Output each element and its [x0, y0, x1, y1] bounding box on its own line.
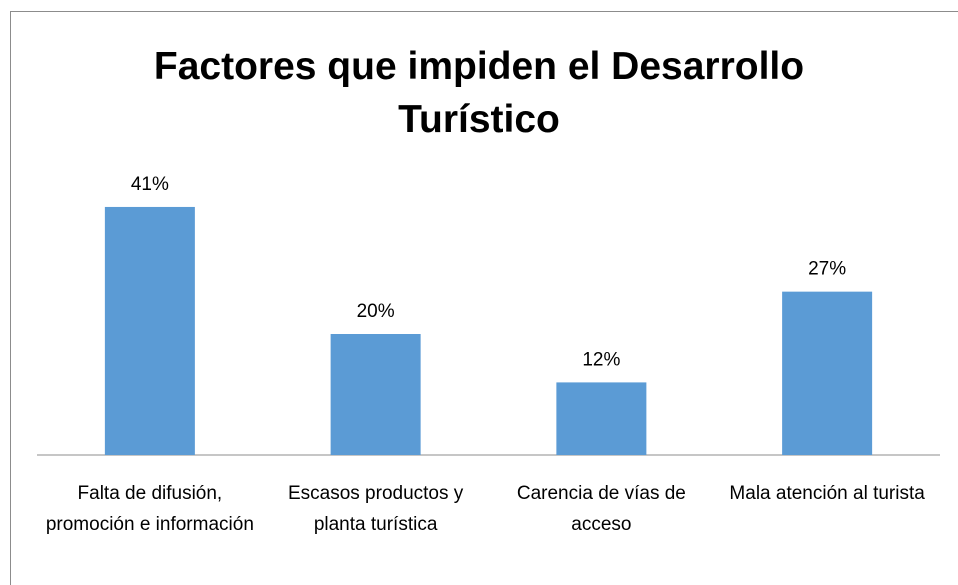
bar [782, 291, 873, 455]
x-tick-label: Falta de difusión, promoción e informaci… [45, 483, 254, 535]
data-label: 20% [357, 301, 395, 322]
bar [556, 382, 647, 455]
data-label: 41% [131, 174, 169, 195]
data-label: 12% [582, 349, 620, 370]
x-tick-label: Escasos productos y planta turística [287, 483, 464, 535]
chart-title: Factores que impiden el Desarrollo Turís… [153, 45, 805, 141]
bar [330, 334, 421, 455]
x-tick-label: Mala atención al turista [729, 483, 925, 504]
chart-frame [10, 11, 958, 585]
bar [104, 206, 195, 455]
x-tick-label: Carencia de vías de acceso [516, 483, 686, 535]
data-label: 27% [808, 259, 846, 280]
